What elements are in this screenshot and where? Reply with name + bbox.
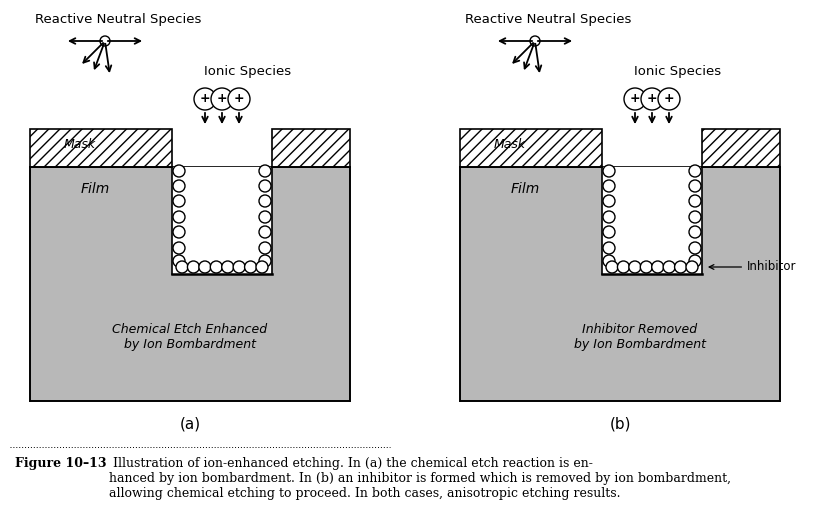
Bar [30,129,172,167]
Circle shape [603,211,615,223]
Circle shape [603,195,615,207]
Circle shape [211,88,233,110]
Circle shape [100,36,110,46]
Text: (a): (a) [179,417,201,431]
Circle shape [689,195,701,207]
Text: Reactive Neutral Species: Reactive Neutral Species [35,12,201,25]
Circle shape [259,211,271,223]
Circle shape [606,261,618,273]
Circle shape [689,255,701,267]
Text: +: + [664,92,674,105]
Text: Mask: Mask [64,139,96,152]
Circle shape [663,261,675,273]
Text: Ionic Species: Ionic Species [634,65,721,78]
Text: Chemical Etch Enhanced
by Ion Bombardment: Chemical Etch Enhanced by Ion Bombardmen… [112,323,267,351]
Circle shape [194,88,216,110]
Bar [702,129,780,167]
Circle shape [629,261,641,273]
Text: Inhibitor: Inhibitor [709,261,797,274]
Circle shape [603,255,615,267]
Circle shape [222,261,234,273]
Text: Inhibitor Removed
by Ion Bombardment: Inhibitor Removed by Ion Bombardment [574,323,706,351]
Text: Illustration of ion-enhanced etching. In (a) the chemical etch reaction is en-
h: Illustration of ion-enhanced etching. In… [109,457,731,500]
Circle shape [259,165,271,177]
Text: +: + [200,92,210,105]
Circle shape [259,255,271,267]
Text: Film: Film [81,182,110,196]
Circle shape [530,36,540,46]
Circle shape [173,211,185,223]
Circle shape [256,261,268,273]
Circle shape [173,226,185,238]
Circle shape [689,165,701,177]
Text: (b): (b) [609,417,631,431]
Circle shape [173,165,185,177]
Circle shape [624,88,646,110]
Circle shape [173,255,185,267]
Circle shape [689,226,701,238]
Bar [602,167,702,274]
Circle shape [603,242,615,254]
Text: +: + [630,92,640,105]
Circle shape [173,195,185,207]
Circle shape [686,261,698,273]
Circle shape [618,261,629,273]
Text: +: + [217,92,227,105]
Bar [30,167,350,401]
Circle shape [640,261,652,273]
Circle shape [603,180,615,192]
Circle shape [259,195,271,207]
Text: +: + [234,92,244,105]
Circle shape [173,180,185,192]
Circle shape [689,180,701,192]
Circle shape [658,88,680,110]
Text: Figure 10–13: Figure 10–13 [15,457,106,470]
Text: +: + [647,92,657,105]
Circle shape [199,261,211,273]
Text: Film: Film [510,182,540,196]
Circle shape [259,242,271,254]
Circle shape [173,242,185,254]
Bar [460,167,780,401]
Circle shape [603,226,615,238]
Bar [460,129,602,167]
Circle shape [641,88,663,110]
Circle shape [210,261,222,273]
Circle shape [689,211,701,223]
Text: Reactive Neutral Species: Reactive Neutral Species [465,12,631,25]
Text: Mask: Mask [494,139,526,152]
Circle shape [652,261,664,273]
Circle shape [259,226,271,238]
Bar [172,167,272,274]
Circle shape [675,261,686,273]
Circle shape [245,261,256,273]
Circle shape [228,88,250,110]
Circle shape [233,261,245,273]
Circle shape [689,242,701,254]
Circle shape [188,261,199,273]
Bar [272,129,350,167]
Text: Ionic Species: Ionic Species [204,65,291,78]
Circle shape [259,180,271,192]
Circle shape [176,261,188,273]
Circle shape [603,165,615,177]
